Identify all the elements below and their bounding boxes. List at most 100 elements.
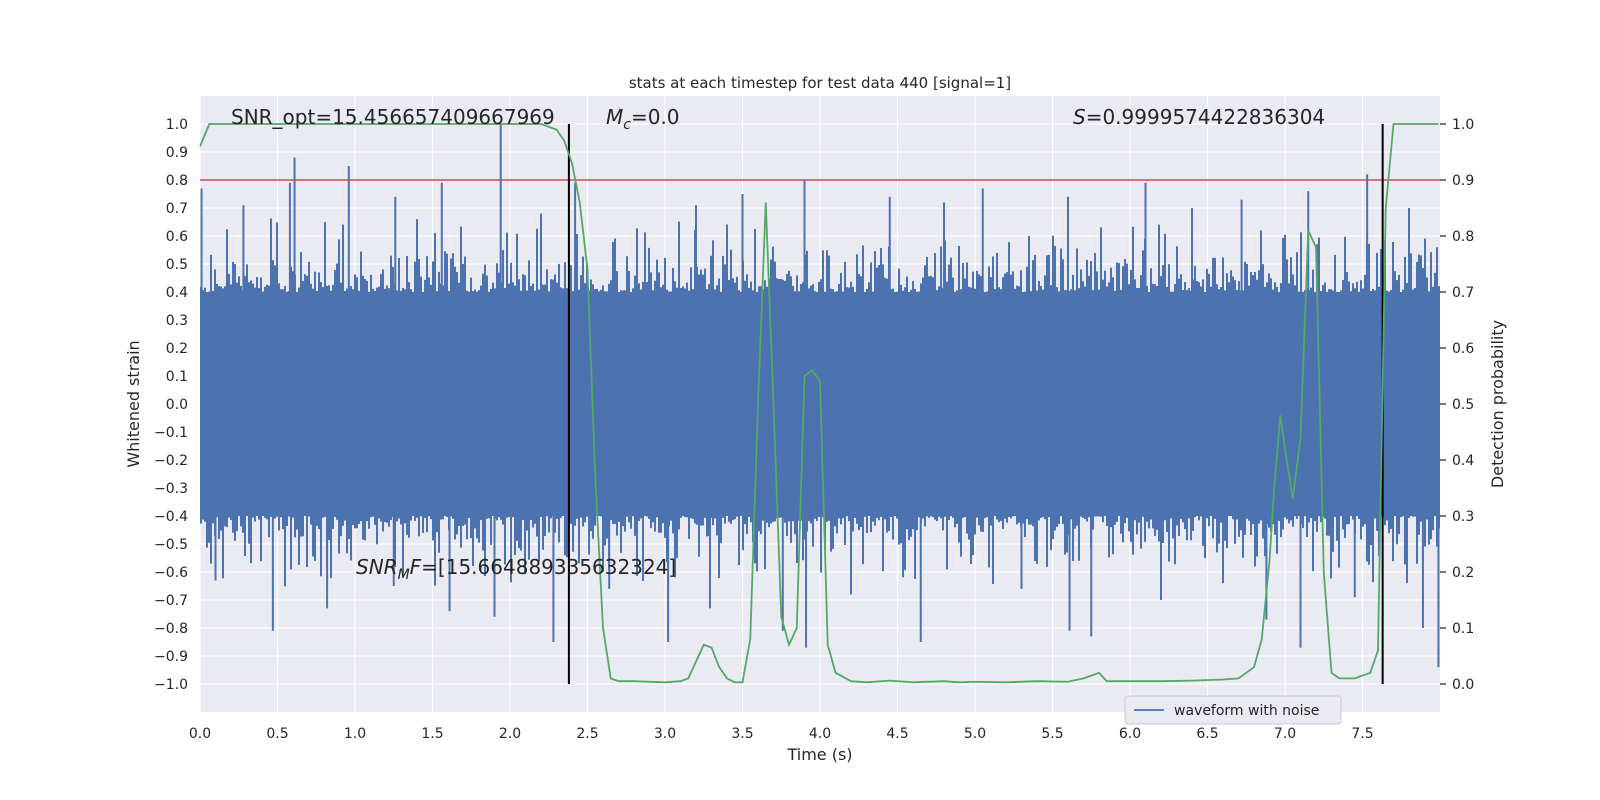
waveform-sample (1412, 289, 1414, 517)
waveform-sample (1054, 246, 1056, 531)
waveform-sample (1086, 259, 1088, 522)
waveform-sample (892, 288, 894, 540)
waveform-sample (1360, 280, 1362, 540)
waveform-spike (695, 205, 697, 404)
waveform-spike (1191, 208, 1193, 404)
waveform-sample (476, 291, 478, 539)
waveform-sample (1030, 291, 1032, 525)
waveform-sample (1140, 275, 1142, 549)
mc-value: =0.0 (631, 105, 680, 129)
y-tick-label: −0.2 (154, 453, 188, 469)
waveform-sample (1244, 261, 1246, 535)
waveform-sample (226, 229, 228, 528)
waveform-sample (1260, 230, 1262, 521)
waveform-sample (602, 285, 604, 572)
waveform-sample (1120, 289, 1122, 534)
waveform-sample (1336, 291, 1338, 541)
waveform-sample (1284, 234, 1286, 518)
waveform-sample (1428, 291, 1430, 545)
waveform-sample (828, 255, 830, 521)
waveform-sample (838, 284, 840, 519)
waveform-sample (264, 286, 266, 518)
waveform-sample (466, 290, 468, 540)
waveform-spike (200, 188, 203, 404)
waveform-sample (1224, 290, 1226, 541)
waveform-sample (1136, 287, 1138, 535)
waveform-sample (308, 261, 310, 517)
waveform-sample (598, 291, 600, 517)
waveform-sample (330, 290, 332, 578)
waveform-sample (1276, 286, 1278, 554)
waveform-sample (1094, 253, 1096, 517)
waveform-sample (1334, 254, 1336, 517)
waveform-sample (1278, 291, 1280, 521)
waveform-sample (1308, 290, 1310, 523)
waveform-sample (524, 275, 526, 574)
waveform-sample (1406, 282, 1408, 584)
waveform-spike (1144, 182, 1147, 404)
waveform-sample (682, 286, 684, 517)
waveform-sample (422, 291, 424, 533)
waveform-sample (402, 287, 404, 578)
waveform-sample (510, 262, 512, 583)
y2-tick-label: 0.7 (1452, 285, 1474, 301)
waveform-sample (730, 249, 732, 524)
waveform-sample (582, 256, 584, 527)
waveform-sample (746, 274, 748, 534)
waveform-spike (1265, 404, 1268, 620)
waveform-sample (798, 291, 800, 521)
waveform-sample (894, 291, 896, 517)
waveform-sample (1330, 289, 1332, 579)
waveform-sample (480, 285, 482, 521)
waveform-spike (540, 213, 542, 404)
waveform-sample (438, 271, 440, 553)
waveform-sample (1422, 268, 1424, 518)
waveform-sample (956, 290, 958, 524)
waveform-sample (394, 284, 396, 567)
waveform-sample (972, 271, 974, 556)
waveform-sample (620, 290, 622, 553)
waveform-sample (484, 264, 486, 577)
x-tick-label: 2.5 (576, 726, 598, 742)
waveform-sample (606, 291, 608, 539)
waveform-sample (670, 291, 672, 521)
y-tick-label: −0.4 (154, 509, 188, 525)
waveform-sample (356, 277, 358, 529)
waveform-sample (576, 234, 578, 519)
waveform-sample (224, 286, 226, 527)
waveform-sample (366, 280, 368, 522)
waveform-sample (896, 291, 898, 519)
waveform-sample (732, 278, 734, 520)
waveform-sample (208, 291, 210, 543)
x-tick-label: 7.5 (1351, 726, 1373, 742)
waveform-sample (940, 246, 942, 519)
x-tick-label: 7.0 (1274, 726, 1296, 742)
waveform-sample (1098, 289, 1100, 517)
waveform-sample (360, 251, 362, 522)
waveform-sample (1100, 227, 1102, 517)
waveform-sample (1170, 291, 1172, 519)
waveform-sample (456, 272, 458, 535)
waveform-sample (202, 290, 204, 520)
waveform-sample (656, 259, 658, 518)
waveform-sample (1372, 288, 1374, 583)
y-tick-label: −0.1 (154, 425, 188, 441)
waveform-spike (271, 404, 274, 631)
x-tick-label: 5.0 (964, 726, 986, 742)
waveform-sample (1092, 290, 1094, 530)
waveform-sample (710, 255, 712, 519)
waveform-sample (410, 289, 412, 521)
waveform-sample (1082, 281, 1084, 518)
waveform-sample (1268, 273, 1270, 528)
waveform-sample (274, 265, 276, 519)
waveform-sample (786, 274, 788, 537)
waveform-sample (560, 287, 562, 518)
waveform-sample (270, 218, 272, 517)
x-tick-label: 1.0 (344, 726, 366, 742)
waveform-sample (852, 286, 854, 532)
waveform-spike (667, 404, 670, 642)
waveform-sample (302, 280, 304, 537)
waveform-sample (1088, 275, 1090, 518)
waveform-sample (1032, 260, 1034, 527)
waveform-sample (352, 289, 354, 525)
